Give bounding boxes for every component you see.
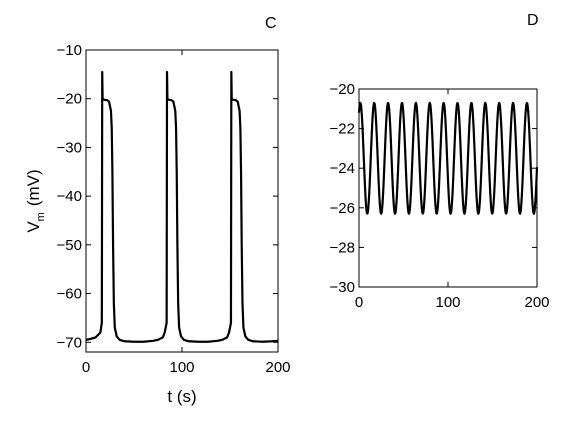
y-tick-label-c: −10 <box>57 42 82 59</box>
y-tick-label-c: −40 <box>57 188 82 205</box>
y-label-sub: m <box>35 212 47 221</box>
y-tick-label-c: −60 <box>57 286 82 303</box>
y-tick-label-c: −20 <box>57 91 82 108</box>
x-tick-label-d: 0 <box>355 294 363 311</box>
x-tick-label-d: 200 <box>524 294 549 311</box>
x-tick-label-c: 0 <box>82 359 90 376</box>
y-tick-label-c: −70 <box>57 334 82 351</box>
y-tick-label-c: −30 <box>57 139 82 156</box>
y-label-unit: (mV) <box>24 169 43 206</box>
panel-c: C 0 100 200 −10 −20 −30 −40 −50 −60 −70 t (s) Vm (… <box>24 15 291 406</box>
y-tick-label-d: −30 <box>330 279 355 296</box>
y-tick-label-c: −50 <box>57 237 82 254</box>
y-tick-label-d: −20 <box>330 81 355 98</box>
panel-label-c: C <box>265 15 277 32</box>
y-axis-label-c: Vm (mV) <box>24 169 47 232</box>
y-tick-label-d: −24 <box>330 160 355 177</box>
panel-d: D 0 100 200 −20 −22 −24 −26 −28 −30 <box>330 12 550 311</box>
x-tick-label-c: 200 <box>265 359 290 376</box>
axis-ticks-c: 0 100 200 −10 −20 −30 −40 −50 −60 −70 <box>57 42 291 376</box>
y-label-main: V <box>24 221 43 233</box>
series-line-d <box>357 101 539 215</box>
panel-label-d: D <box>527 12 539 29</box>
x-tick-label-c: 100 <box>169 359 194 376</box>
x-axis-label-c: t (s) <box>167 387 196 406</box>
axis-ticks-d: 0 100 200 −20 −22 −24 −26 −28 −30 <box>330 81 550 311</box>
y-tick-label-d: −22 <box>330 121 355 138</box>
series-line-c <box>85 70 279 343</box>
y-tick-label-d: −28 <box>330 239 355 256</box>
y-tick-label-d: −26 <box>330 200 355 217</box>
x-tick-label-d: 100 <box>435 294 460 311</box>
